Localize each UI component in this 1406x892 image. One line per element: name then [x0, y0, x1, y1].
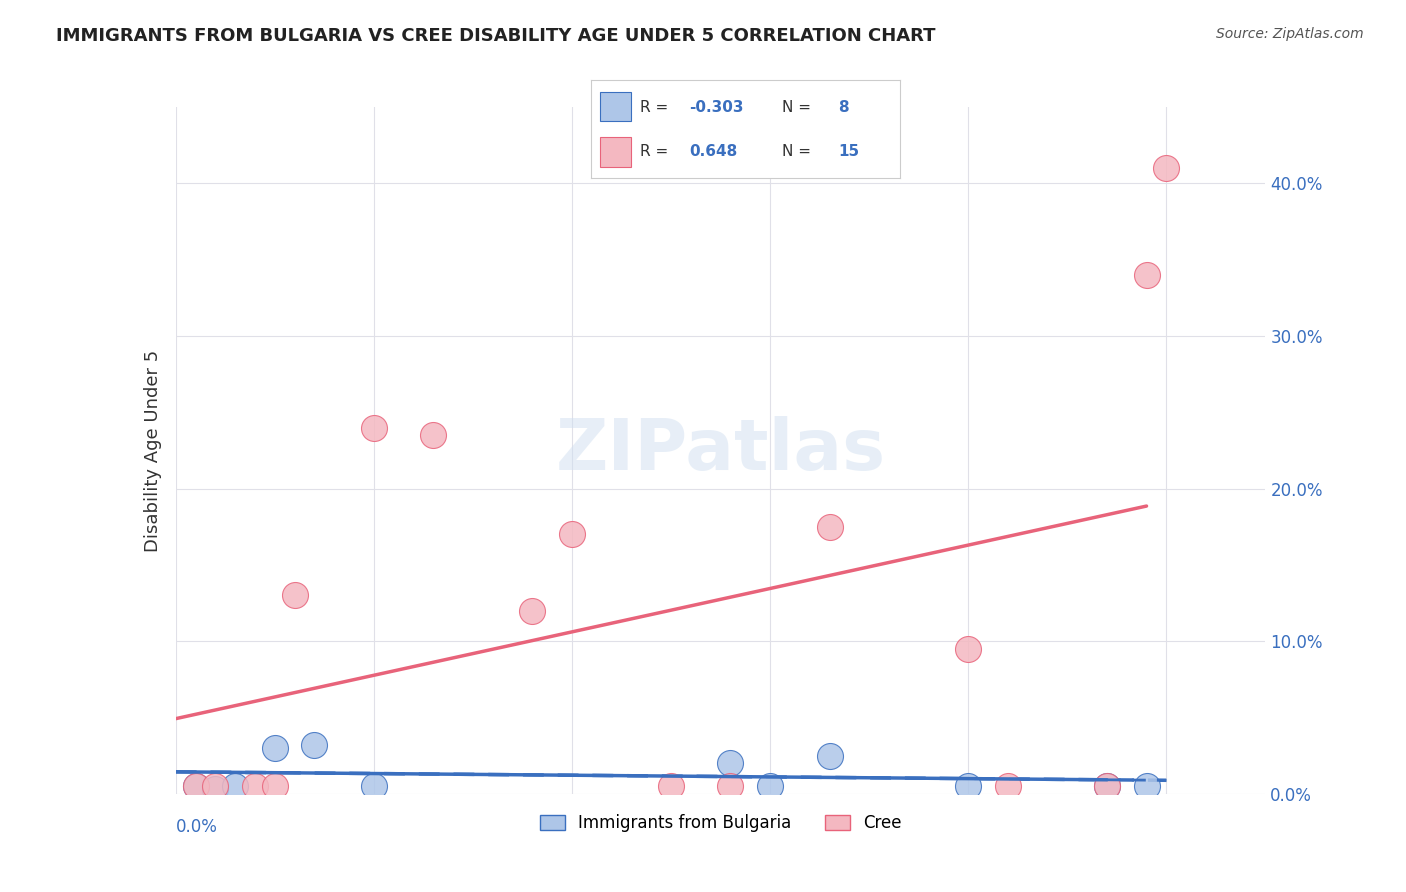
- Text: ZIPatlas: ZIPatlas: [555, 416, 886, 485]
- Point: [561, 527, 583, 541]
- Text: 0.0%: 0.0%: [176, 818, 218, 836]
- Text: IMMIGRANTS FROM BULGARIA VS CREE DISABILITY AGE UNDER 5 CORRELATION CHART: IMMIGRANTS FROM BULGARIA VS CREE DISABIL…: [56, 27, 936, 45]
- Point: [659, 779, 682, 793]
- Text: 0.648: 0.648: [689, 145, 738, 160]
- Text: 15: 15: [838, 145, 859, 160]
- Point: [1156, 161, 1178, 175]
- Point: [1095, 779, 1118, 793]
- Point: [1095, 779, 1118, 793]
- Point: [204, 782, 226, 797]
- Point: [224, 779, 246, 793]
- Text: R =: R =: [640, 100, 673, 115]
- Point: [363, 420, 385, 434]
- Point: [997, 779, 1019, 793]
- Legend: Immigrants from Bulgaria, Cree: Immigrants from Bulgaria, Cree: [531, 805, 910, 840]
- Text: 8: 8: [838, 100, 849, 115]
- Point: [184, 779, 207, 793]
- Point: [957, 779, 980, 793]
- Point: [243, 779, 266, 793]
- Y-axis label: Disability Age Under 5: Disability Age Under 5: [143, 350, 162, 551]
- Point: [1135, 779, 1157, 793]
- Point: [422, 428, 444, 442]
- Point: [759, 779, 782, 793]
- Point: [818, 748, 841, 763]
- Point: [522, 604, 544, 618]
- Point: [304, 738, 326, 752]
- Point: [363, 779, 385, 793]
- Point: [204, 779, 226, 793]
- Point: [1135, 268, 1157, 282]
- Bar: [600, 92, 631, 121]
- Text: -0.303: -0.303: [689, 100, 744, 115]
- Point: [720, 756, 742, 771]
- Text: N =: N =: [782, 100, 815, 115]
- Bar: [600, 137, 631, 167]
- Point: [284, 589, 307, 603]
- Text: Source: ZipAtlas.com: Source: ZipAtlas.com: [1216, 27, 1364, 41]
- Text: R =: R =: [640, 145, 673, 160]
- Text: N =: N =: [782, 145, 815, 160]
- Point: [957, 641, 980, 656]
- Point: [184, 779, 207, 793]
- Point: [720, 779, 742, 793]
- Point: [263, 779, 285, 793]
- Point: [818, 520, 841, 534]
- Point: [263, 741, 285, 756]
